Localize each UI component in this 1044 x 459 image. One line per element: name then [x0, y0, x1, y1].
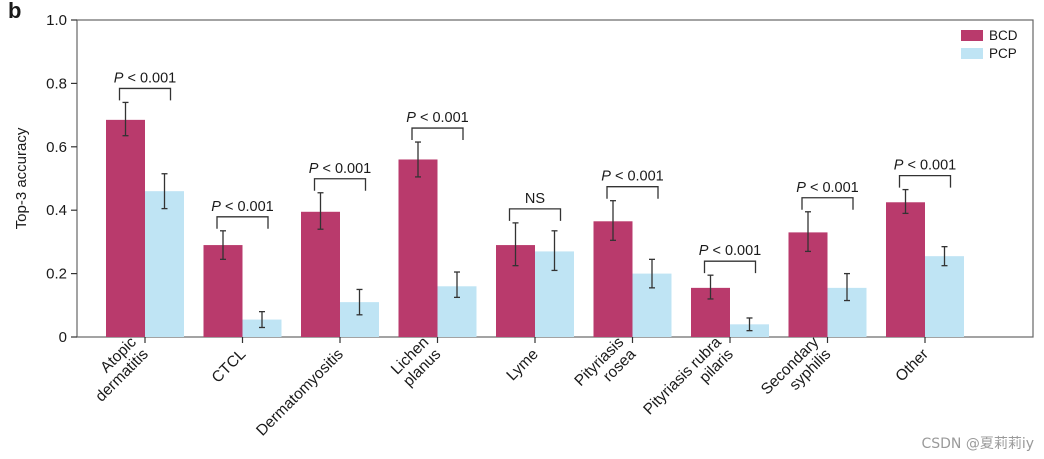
bar-bcd	[106, 119, 145, 337]
significance-label: P < 0.001	[601, 169, 663, 185]
significance-label: P < 0.001	[211, 199, 273, 215]
significance-bracket	[118, 87, 172, 101]
significance-bracket	[801, 197, 854, 210]
significance-bracket	[216, 216, 269, 229]
significance-label: P < 0.001	[796, 180, 858, 196]
significance-bracket	[606, 186, 659, 199]
legend-swatch	[961, 30, 983, 41]
y-tick-label: 0.2	[46, 266, 67, 283]
significance-bracket	[411, 127, 464, 141]
y-tick-label: 1.0	[46, 12, 67, 29]
bar-pcp	[242, 319, 282, 337]
y-tick-label: 0.4	[46, 202, 67, 219]
bar-pcp	[145, 191, 184, 337]
x-tick-label: Pityriasisrosea	[571, 334, 639, 402]
x-tick-label: Dermatomyositis	[253, 346, 347, 440]
legend-label: BCD	[989, 28, 1018, 43]
x-tick-label: Lichenplanus	[388, 334, 445, 391]
significance-label: P < 0.001	[309, 161, 371, 177]
significance-label: P < 0.001	[114, 70, 176, 86]
watermark: CSDN @夏莉莉iy	[921, 436, 1034, 452]
legend-swatch	[961, 48, 983, 59]
significance-bracket	[508, 208, 562, 221]
significance-label: P < 0.001	[699, 243, 761, 259]
bar-bcd	[203, 245, 243, 337]
significance-bracket	[703, 260, 757, 274]
x-tick-label: Secondarysyphilis	[758, 334, 835, 411]
x-tick-label: Lyme	[503, 346, 541, 384]
y-tick-label: 0.8	[46, 75, 67, 92]
x-tick-label: Pityriasis rubrapilaris	[640, 334, 737, 431]
significance-bracket	[898, 174, 952, 188]
legend-label: PCP	[989, 46, 1017, 61]
significance-label: P < 0.001	[894, 158, 956, 174]
bar-bcd	[398, 159, 438, 337]
significance-label: NS	[525, 191, 545, 207]
y-tick-label: 0	[59, 329, 67, 346]
y-axis-label: Top-3 accuracy	[13, 127, 30, 229]
x-tick-label: CTCL	[209, 346, 250, 387]
y-tick-label: 0.6	[46, 139, 67, 156]
bar-bcd	[886, 202, 925, 337]
panel-label: b	[8, 0, 22, 23]
x-tick-label: Other	[892, 346, 931, 385]
significance-label: P < 0.001	[406, 110, 468, 126]
bar-pcp	[925, 256, 964, 337]
bar-bcd	[301, 211, 340, 337]
significance-bracket	[313, 178, 367, 191]
x-tick-label: Atopicdermatitis	[80, 334, 152, 406]
